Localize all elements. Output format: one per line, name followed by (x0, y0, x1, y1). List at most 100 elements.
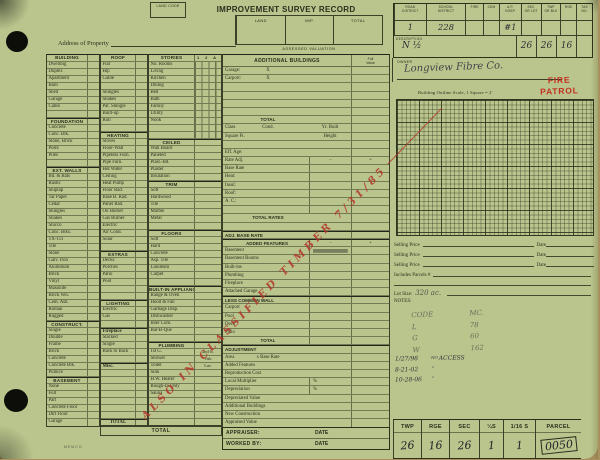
form-row: Area x Base Rate (223, 353, 389, 362)
row-label: Duplex (48, 69, 63, 74)
pen-note-date: 1/27/98 (394, 355, 419, 363)
row-label (101, 391, 135, 397)
row-value-cell (135, 209, 147, 215)
form-row (47, 111, 99, 118)
row-second-cell (194, 265, 221, 271)
form-row: Shiplap (47, 188, 99, 195)
row-label: LIGHTING (106, 301, 130, 306)
form-row: Rate Adj. − + (223, 157, 389, 166)
row-plus-cell (351, 107, 389, 116)
form-row: Air Cond. (101, 230, 147, 237)
form-row: Rugged (47, 314, 99, 321)
selling-price-line (422, 256, 534, 257)
appraiser-row-label: WORKED BY: (226, 440, 262, 447)
district-column: ROAD DISTRICT 1 (394, 4, 426, 35)
parcel-value-handwritten: 16 (428, 438, 443, 453)
row-minus-cell (309, 403, 351, 410)
row-value-cell (135, 160, 147, 166)
row-label: BUILT-IN APPLIANCES (149, 287, 194, 292)
row-label: STORIES (160, 55, 183, 60)
row-second-cell (194, 251, 221, 257)
row-plus-cell (351, 386, 389, 394)
district-columns: ROAD DISTRICT 1 SCHOOL DISTRICT 228 FIRE CEM A… (394, 4, 592, 35)
pencil-note-value: MC. (469, 308, 484, 318)
row-label: Rugged (48, 314, 64, 319)
row-label: TRIM (165, 182, 178, 187)
row-label: Square Ft. (225, 133, 245, 139)
row-label: Masonite (48, 286, 67, 291)
row-plus-cell (351, 304, 389, 312)
district-column: TAX NO. (576, 4, 592, 35)
appraiser-box: APPRAISER: DATE WORKED BY: DATE (222, 427, 390, 450)
row-value-cell (135, 62, 147, 68)
row-label: TX-111 (48, 237, 64, 242)
twp-value: 26 (536, 36, 556, 57)
form-row: Pool (101, 279, 147, 286)
row-value-cell (87, 272, 99, 278)
form-row: Living (149, 69, 221, 76)
pen-note-row: 10-28-06 ″ (395, 375, 465, 387)
row-second-cell (194, 125, 221, 131)
parcel-table-column: 1/16 S 1 (503, 420, 535, 458)
row-label: Decks (102, 258, 115, 263)
form-row: TOTAL (223, 116, 389, 125)
form-row: CONSTRUCT. (47, 321, 99, 328)
form-row: Linoleum (149, 265, 221, 272)
form-row: Single (47, 328, 99, 335)
form-row: Electric (101, 223, 147, 230)
row-second-cell (194, 307, 221, 313)
form-row (101, 370, 147, 377)
row-label: A. C.: (225, 199, 237, 204)
form-row: Posts (47, 146, 99, 153)
row-value-cell (135, 223, 147, 229)
form-row: Rustic (47, 181, 99, 188)
row-value-cell (87, 363, 99, 369)
row-value-cell (135, 314, 147, 320)
row-plus-cell (351, 263, 389, 271)
form-row: Electric (101, 307, 147, 314)
row-label (101, 384, 135, 390)
row-label (223, 100, 309, 107)
form-row: EXT. WALLS (47, 167, 99, 174)
row-label: Base Rate (225, 166, 245, 172)
form-row: Range & Oven (149, 293, 221, 300)
pencil-note-value: 60 (469, 331, 480, 341)
parcel-column-header: ¼S (480, 420, 503, 433)
form-row: Solar (101, 237, 147, 244)
district-column: TWP OR BLK (540, 4, 561, 35)
form-row: Hood & Fan (149, 300, 221, 307)
row-minus-cell (309, 189, 351, 197)
row-value-cell (87, 97, 99, 103)
row-value-cell (87, 251, 99, 257)
form-row: ADJUSTMENT (223, 345, 389, 354)
row-label: Shingles (48, 209, 66, 214)
row-label: Range & Oven (150, 293, 180, 298)
row-label: Aluminum (48, 265, 70, 270)
row-minus-cell (309, 173, 351, 181)
form-row: Apartment (47, 76, 99, 83)
row-second-cell (194, 300, 221, 306)
parcel-table: TWP 26 RGE 16 SEC 26 ¼S 1 1/16 S 1 PARCEL 0050 (393, 419, 581, 459)
row-center-text: TOTAL RATES (252, 215, 284, 221)
row-value-cell (135, 97, 147, 103)
form-row: Built-up (101, 111, 147, 118)
form-row: Depreciated Value (223, 394, 389, 403)
row-center-text: x Base Rate (256, 354, 280, 360)
row-value-cell (135, 244, 147, 250)
form-row: Single (101, 342, 147, 349)
row-plus-cell (351, 116, 389, 124)
blank-line (394, 285, 591, 286)
row-label: Brick (48, 272, 60, 277)
row-label: Depreciation (225, 387, 250, 393)
form-row: Class Cond. Yr. Built (223, 124, 389, 133)
row-minus-cell: % (309, 386, 351, 394)
row-label: Reproduction Cost (225, 370, 262, 376)
row-value-cell (87, 314, 99, 320)
pencil-note-value: 78 (469, 320, 479, 329)
form-title: IMPROVEMENT SURVEY RECORD (216, 5, 356, 14)
row-value-cell (135, 202, 147, 208)
row-label: Solar (102, 237, 113, 242)
row-label (101, 293, 135, 299)
form-row (47, 160, 99, 167)
form-row: Fireplace (223, 279, 389, 289)
